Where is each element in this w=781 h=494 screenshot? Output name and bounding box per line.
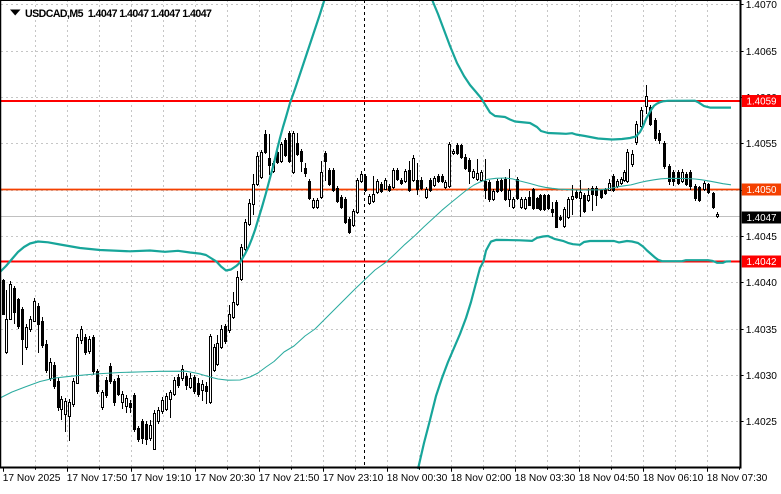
svg-text:1.4059: 1.4059: [747, 97, 777, 108]
svg-text:18 Nov 04:50: 18 Nov 04:50: [579, 473, 640, 484]
svg-text:USDCAD,M5 1.4047 1.4047 1.404: USDCAD,M5 1.4047 1.4047 1.4047 1.4047: [25, 8, 212, 20]
svg-text:17 Nov 20:30: 17 Nov 20:30: [195, 473, 256, 484]
svg-text:1.4047: 1.4047: [747, 213, 777, 224]
svg-text:1.4025: 1.4025: [746, 417, 777, 428]
svg-text:18 Nov 00:30: 18 Nov 00:30: [387, 473, 448, 484]
svg-text:1.4065: 1.4065: [746, 47, 777, 58]
svg-text:17 Nov 23:10: 17 Nov 23:10: [323, 473, 384, 484]
svg-text:18 Nov 07:30: 18 Nov 07:30: [707, 473, 768, 484]
svg-text:1.4035: 1.4035: [746, 325, 777, 336]
svg-text:1.4030: 1.4030: [746, 371, 777, 382]
svg-text:17 Nov 2025: 17 Nov 2025: [3, 473, 61, 484]
svg-text:1.4045: 1.4045: [746, 232, 777, 243]
svg-text:17 Nov 17:50: 17 Nov 17:50: [67, 473, 128, 484]
svg-text:17 Nov 19:10: 17 Nov 19:10: [131, 473, 192, 484]
svg-text:1.4040: 1.4040: [746, 278, 777, 289]
svg-text:1.4070: 1.4070: [746, 0, 777, 11]
svg-text:18 Nov 03:30: 18 Nov 03:30: [515, 473, 576, 484]
svg-text:17 Nov 21:50: 17 Nov 21:50: [259, 473, 320, 484]
svg-text:18 Nov 02:00: 18 Nov 02:00: [451, 473, 512, 484]
svg-text:18 Nov 06:10: 18 Nov 06:10: [643, 473, 704, 484]
svg-text:1.4050: 1.4050: [747, 185, 778, 196]
svg-text:1.4042: 1.4042: [747, 257, 777, 268]
svg-text:1.4055: 1.4055: [746, 139, 777, 150]
